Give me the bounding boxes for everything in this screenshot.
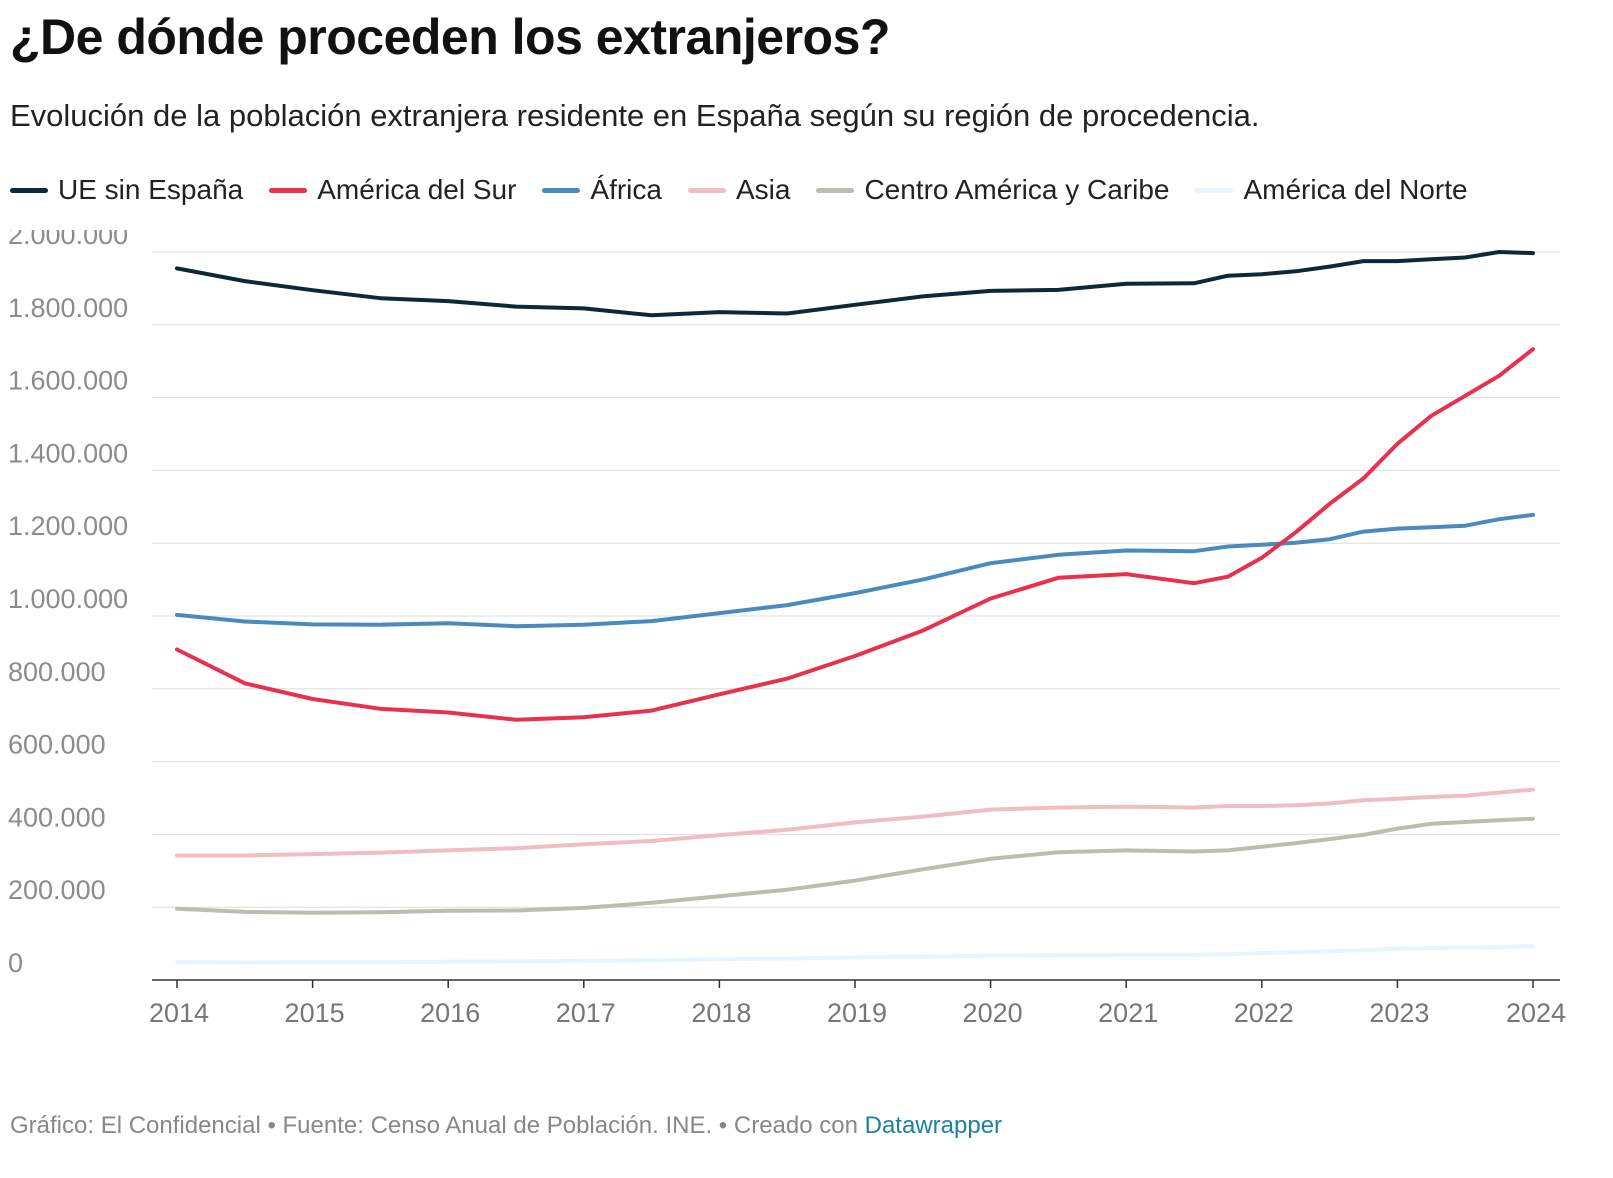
legend-swatch xyxy=(542,187,581,193)
legend-label: América del Norte xyxy=(1243,174,1468,205)
legend-swatch xyxy=(687,187,726,193)
legend-item: Centro América y Caribe xyxy=(816,174,1169,206)
series-line-am-rica-del-sur xyxy=(175,347,1535,722)
x-tick-label: 2020 xyxy=(963,998,1023,1028)
datawrapper-link[interactable]: Datawrapper xyxy=(864,1112,1003,1139)
legend-swatch xyxy=(816,187,855,193)
y-tick-label: 1.200.000 xyxy=(8,511,128,541)
series-line-ue-sin-espa-a xyxy=(175,250,1535,318)
chart-title: ¿De dónde proceden los extranjeros? xyxy=(10,9,890,65)
x-tick-label: 2015 xyxy=(285,998,345,1028)
series-line-asia xyxy=(175,787,1535,858)
legend-label: África xyxy=(590,174,662,205)
x-tick-label: 2014 xyxy=(149,998,209,1028)
legend-label: UE sin España xyxy=(58,174,244,205)
x-tick-label: 2018 xyxy=(691,998,751,1028)
legend-item: UE sin España xyxy=(10,174,243,206)
x-tick-label: 2022 xyxy=(1234,998,1294,1028)
legend-swatch xyxy=(269,187,308,193)
series-line-centro-am-rica-y-caribe xyxy=(175,816,1535,915)
legend-swatch xyxy=(10,187,48,193)
legend-label: América del Sur xyxy=(317,174,517,205)
legend-item: África xyxy=(542,174,662,206)
series-line-am-rica-del-norte xyxy=(175,944,1535,965)
y-tick-label: 400.000 xyxy=(8,802,106,832)
y-tick-label: 0 xyxy=(8,948,23,978)
line-chart: 0 200.000 400.000 600.000 800.000 1.000.000 1.… xyxy=(8,230,1566,1028)
y-tick-label: 200.000 xyxy=(8,875,106,905)
x-tick-label: 2023 xyxy=(1369,998,1429,1028)
y-tick-label: 1.600.000 xyxy=(8,366,128,396)
x-tick-label: 2021 xyxy=(1098,998,1158,1028)
y-tick-label: 800.000 xyxy=(8,657,106,687)
legend-swatch xyxy=(1195,187,1234,193)
footer-source: Gráfico: El Confidencial • Fuente: Censo… xyxy=(10,1112,865,1139)
y-tick-label: 600.000 xyxy=(8,730,106,760)
x-tick-label: 2016 xyxy=(420,998,480,1028)
x-tick-label: 2019 xyxy=(827,998,887,1028)
series-line--frica xyxy=(175,512,1535,629)
legend-label: Asia xyxy=(735,174,791,205)
legend-label: Centro América y Caribe xyxy=(864,174,1170,205)
chart-subtitle: Evolución de la población extranjera res… xyxy=(10,98,1260,133)
legend-item: Asia xyxy=(687,174,791,206)
legend-item: América del Norte xyxy=(1195,174,1468,206)
y-tick-label: 1.000.000 xyxy=(8,584,128,614)
legend-item: América del Sur xyxy=(269,174,516,206)
x-tick-label: 2017 xyxy=(556,998,616,1028)
footer: Gráfico: El Confidencial • Fuente: Censo… xyxy=(10,1112,1002,1140)
legend: UE sin España América del Sur África Asia Ce… xyxy=(10,174,1494,206)
y-tick-label: 1.400.000 xyxy=(8,438,128,468)
x-tick-label: 2024 xyxy=(1506,998,1566,1028)
y-tick-label: 2.000.000 xyxy=(8,230,128,250)
y-tick-label: 1.800.000 xyxy=(8,293,128,323)
